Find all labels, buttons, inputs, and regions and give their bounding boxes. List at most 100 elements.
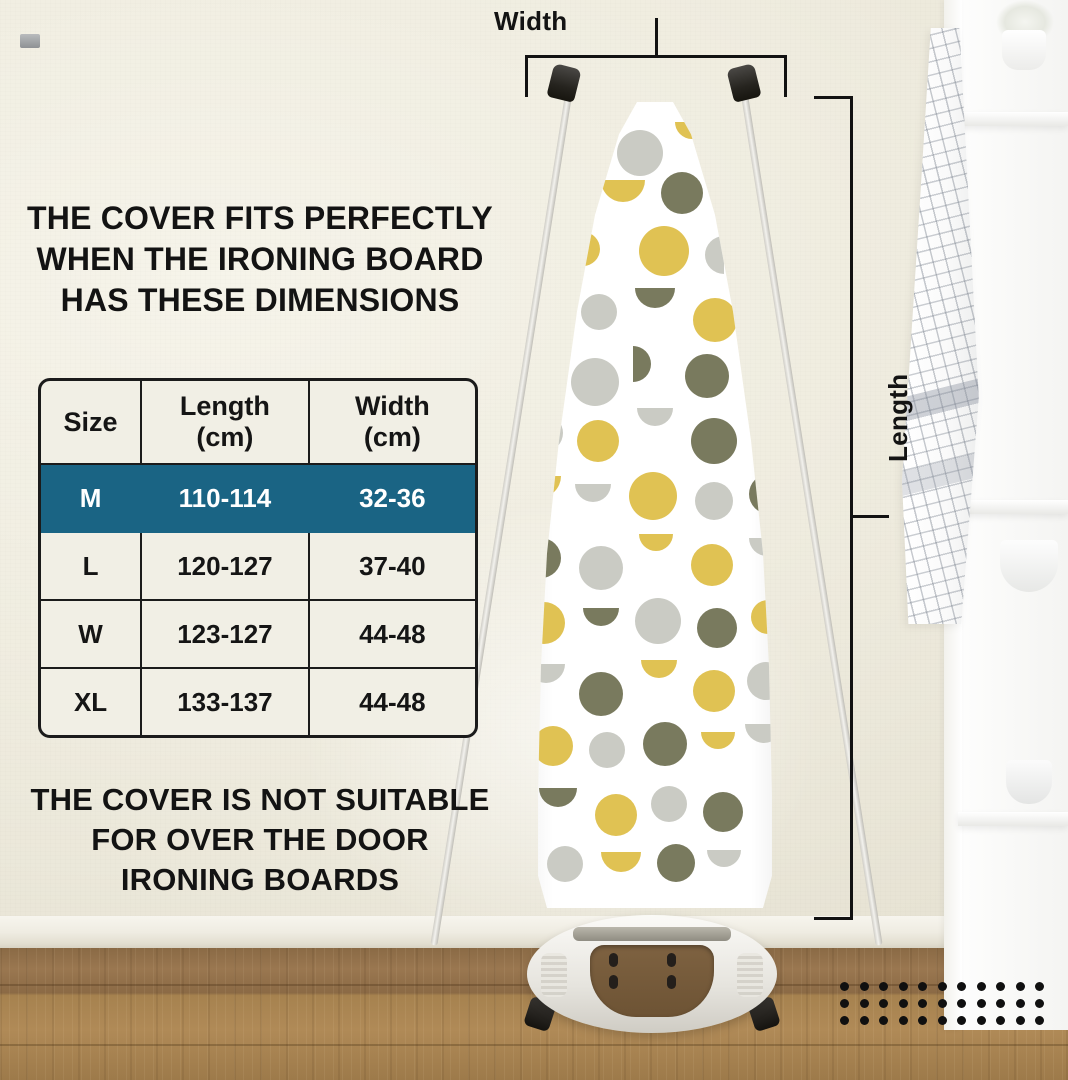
decorative-dot [859,1016,869,1025]
table-header-row: Size Length (cm) Width (cm) [41,381,475,465]
base-bolt [609,953,618,967]
width-leader-line [655,18,658,58]
towel-stripe [902,28,979,624]
cover-pattern-shape [641,660,677,678]
cover-pattern-shape [751,600,772,634]
decorative-dot [918,999,927,1008]
ironing-board [505,102,805,908]
cover-pattern-shape [693,298,737,342]
cover-pattern-shape [551,116,589,154]
cover-pattern-shape [583,232,600,266]
decorative-dot [1015,999,1025,1008]
decorative-dot [957,999,966,1008]
row-cell-width: 44-48 [307,599,475,669]
floor-plank-seam [0,1044,1068,1046]
footnote-line-3: IRONING BOARDS [120,862,400,897]
decorative-dot [918,982,927,991]
decorative-dot [840,999,849,1008]
table-row: W 123-127 44-48 [41,599,475,669]
decorative-dot [1035,982,1044,991]
decorative-dot [937,999,947,1008]
decorative-dot [918,1016,927,1025]
table-row: L 120-127 37-40 [41,531,475,601]
cover-pattern-shape [657,844,695,882]
decorative-dot [840,982,849,991]
ceramic-cup [1006,760,1052,804]
cover-pattern-shape [571,358,619,406]
cover-pattern-shape [751,412,768,446]
cover-pattern-shape [697,608,737,648]
row-cell-width: 32-36 [307,463,475,533]
base-bolt [667,975,676,989]
hanging-tea-towel [902,28,982,624]
cover-pattern-shape [538,284,567,330]
cover-pattern-shape [745,360,772,379]
decorative-dot [879,999,888,1008]
decorative-dot [957,982,966,991]
shelf-board [958,500,1068,514]
headline-text: THE COVER FITS PERFECTLY WHEN THE IRONIN… [20,198,500,321]
plant-pot [1002,30,1046,70]
cover-pattern-shape [691,544,733,586]
width-bracket-left-tick [525,55,528,97]
cover-pattern-shape [538,224,567,244]
cover-pattern-shape [639,226,689,276]
row-cell-size: W [41,599,143,669]
cover-pattern-shape [685,354,729,398]
cover-pattern-shape [617,130,663,176]
cover-pattern-shape [538,602,565,644]
cover-pattern-shape [629,472,677,520]
cover-pattern-shape [547,846,583,882]
headline-line-2: WHEN THE IRONING BOARD [36,241,484,277]
cover-pattern-shape [717,188,753,224]
footnote-text: THE COVER IS NOT SUITABLE FOR OVER THE D… [20,780,500,900]
cover-pattern-shape [595,794,637,836]
length-bracket-top-tick [814,96,853,99]
column-header-length-line2: (cm) [196,422,254,452]
cover-pattern-shape [675,122,709,139]
cover-pattern-shape [581,294,617,330]
decorative-dot-grid [840,982,1050,1032]
ceramic-bowl [1000,540,1058,592]
length-callout-label: Length [883,373,913,462]
leg-cap-left [546,63,582,103]
decorative-dot [996,1016,1005,1025]
column-header-width-line1: Width [354,391,430,421]
cover-pattern-shape [538,476,561,498]
cover-pattern-shape [705,236,724,274]
decorative-dot [937,1016,947,1025]
length-leader-line [852,515,889,518]
cover-pattern-shape [538,414,563,452]
shelf-board [958,812,1068,826]
cover-pattern-shape [747,662,772,700]
decorative-dot [996,999,1005,1008]
length-bracket-bar [850,96,853,920]
width-callout-label: Width [494,6,568,36]
decorative-dot [1015,982,1025,991]
column-header-width-line2: (cm) [363,422,421,452]
decorative-dot [976,1016,986,1025]
decorative-dot [859,982,869,991]
base-bolt [609,975,618,989]
cover-pattern-shape [753,230,772,264]
headline-line-1: THE COVER FITS PERFECTLY [27,200,493,236]
cover-pattern-shape [703,792,743,832]
base-bolt [667,953,676,967]
decorative-dot [879,1016,888,1025]
row-cell-size: XL [41,667,143,735]
column-header-length: Length (cm) [140,381,310,465]
shelf-board [958,112,1068,126]
footnote-line-2: FOR OVER THE DOOR [91,822,429,857]
decorative-dot [859,999,869,1008]
cover-pattern-shape [538,538,561,578]
row-cell-length: 133-137 [140,667,310,735]
length-bracket-bottom-tick [814,917,853,920]
decorative-dot [1035,1016,1044,1025]
row-cell-width: 44-48 [307,667,475,735]
decorative-dot [976,982,986,991]
cover-pattern-shape [539,788,577,807]
cover-pattern-shape [745,724,772,743]
cover-pattern-shape [577,420,619,462]
decorative-dot [957,1016,966,1025]
